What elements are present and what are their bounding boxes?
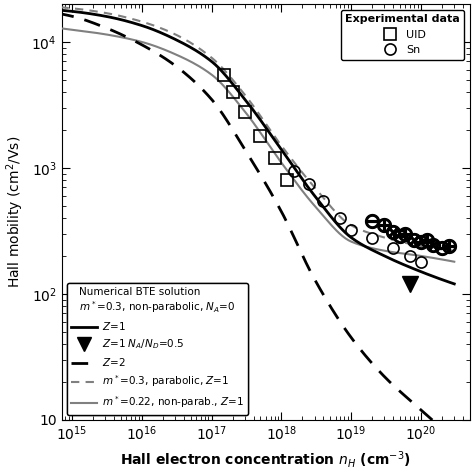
Legend: $Z$=1, $Z$=1 $N_A$/$N_D$=0.5, $Z$=2, $m^*$=0.3, parabolic, $Z$=1, $m^*$=0.22, no: $Z$=1, $Z$=1 $N_A$/$N_D$=0.5, $Z$=2, $m^… (67, 283, 248, 415)
Y-axis label: Hall mobility (cm$^2$/Vs): Hall mobility (cm$^2$/Vs) (4, 136, 26, 288)
X-axis label: Hall electron concentration $n_{H}$ (cm$^{-3}$): Hall electron concentration $n_{H}$ (cm$… (120, 449, 411, 470)
